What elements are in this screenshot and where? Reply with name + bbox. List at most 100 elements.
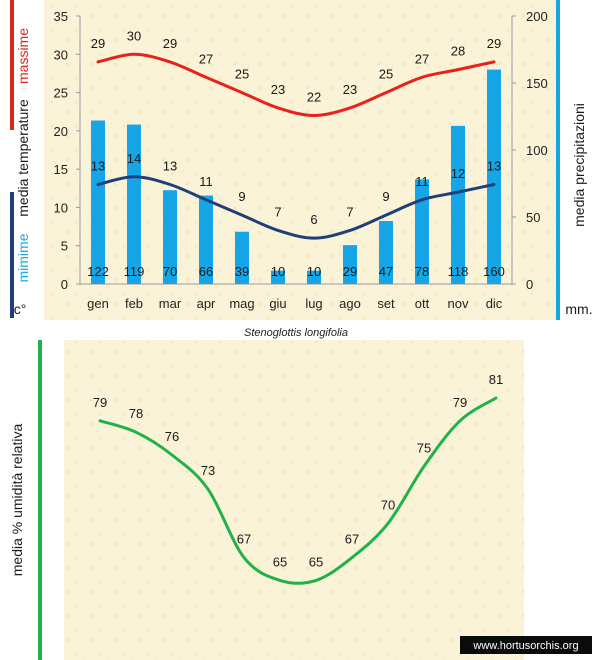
humidity-value-label: 75 xyxy=(417,440,431,455)
left-tick-label: 35 xyxy=(54,9,68,24)
temperature-unit: c° xyxy=(14,301,27,317)
humidity-label: media % umidità relativa xyxy=(9,424,25,577)
min-temp-value-label: 13 xyxy=(487,158,501,173)
temperature-lines xyxy=(96,52,496,240)
precipitation-value-label: 119 xyxy=(124,264,145,279)
x-tick-label: apr xyxy=(197,296,216,311)
min-temp-label: mimime xyxy=(15,233,31,282)
precipitation-bar xyxy=(307,270,321,284)
precipitation-value-label: 70 xyxy=(163,264,177,279)
precipitation-bar xyxy=(199,195,213,284)
max-temp-value-label: 29 xyxy=(91,36,105,51)
precipitation-value-label: 47 xyxy=(379,264,393,279)
precipitation-bar xyxy=(163,190,177,284)
precipitation-value-label: 160 xyxy=(483,264,505,279)
right-tick-label: 50 xyxy=(526,210,540,225)
min-temp-value-label: 9 xyxy=(382,189,389,204)
left-tick-label: 20 xyxy=(54,124,68,139)
min-temp-value-label: 6 xyxy=(310,212,317,227)
watermark-box xyxy=(460,636,592,654)
top-data-labels: 122 119 70 66 39 10 10 29 47 78 118 160293029272523… xyxy=(87,28,505,279)
x-tick-label: feb xyxy=(125,296,143,311)
max-temp-value-label: 23 xyxy=(271,82,285,97)
left-tick-label: 30 xyxy=(54,47,68,62)
right-tick-label: 0 xyxy=(526,277,533,292)
x-tick-label: mar xyxy=(159,296,182,311)
x-tick-label: nov xyxy=(448,296,469,311)
watermark: www.hortusorchis.org xyxy=(472,640,578,652)
x-tick-label: ago xyxy=(339,296,361,311)
left-tick-label: 15 xyxy=(54,162,68,177)
precipitation-bar xyxy=(415,179,429,284)
max-temp-value-label: 29 xyxy=(163,36,177,51)
max-temp-value-label: 23 xyxy=(343,82,357,97)
humidity-value-label: 67 xyxy=(345,532,359,547)
humidity-value-label: 79 xyxy=(93,395,107,410)
precipitation-value-label: 10 xyxy=(307,264,321,279)
max-temp-label: massime xyxy=(15,28,31,84)
precipitation-bar xyxy=(91,120,105,285)
humidity-data-labels: 79 78 76 73 67 65 65 67 70 75 79 81 xyxy=(93,372,503,569)
chart-title: Stenoglottis longifolia xyxy=(244,327,348,339)
humidity-value-label: 81 xyxy=(489,372,503,387)
precipitation-bars xyxy=(91,69,501,285)
min-temp-value-label: 11 xyxy=(199,174,213,189)
humidity-value-label: 65 xyxy=(273,554,287,569)
humidity-value-label: 67 xyxy=(237,532,251,547)
max-temp-value-label: 25 xyxy=(379,67,393,82)
humidity-series-line xyxy=(98,396,498,585)
precipitation-bar xyxy=(451,125,465,284)
min-temp-value-label: 13 xyxy=(163,158,177,173)
min-temp-value-label: 7 xyxy=(274,204,281,219)
x-tick-label: mag xyxy=(229,296,254,311)
x-tick-label: set xyxy=(377,296,395,311)
max-temp-line xyxy=(96,52,496,118)
temperature-label: media temperature xyxy=(15,99,31,217)
max-temp-value-label: 27 xyxy=(199,51,213,66)
humidity-value-label: 76 xyxy=(165,429,179,444)
x-tick-label: giu xyxy=(269,296,286,311)
max-temp-value-label: 30 xyxy=(127,28,141,43)
humidity-value-label: 79 xyxy=(453,395,467,410)
humidity-axis-bar xyxy=(38,340,42,660)
min-temp-value-label: 9 xyxy=(238,189,245,204)
min-temp-line xyxy=(96,175,496,240)
right-tick-label: 100 xyxy=(526,143,548,158)
left-tick-label: 0 xyxy=(61,277,68,292)
bottom-chart-background xyxy=(64,340,524,660)
precipitation-value-label: 39 xyxy=(235,264,249,279)
left-tick-label: 10 xyxy=(54,200,68,215)
right-tick-label: 200 xyxy=(526,9,548,24)
precipitation-value-label: 118 xyxy=(448,264,469,279)
precipitation-value-label: 66 xyxy=(199,264,213,279)
precipitation-value-label: 78 xyxy=(415,264,429,279)
precip-axis-bar xyxy=(556,0,560,320)
top-axes: 0 5 10 15 20 25 30 35 0 50 100 150 200 gen feb mar apr ma… xyxy=(54,9,548,311)
min-temp-value-label: 13 xyxy=(91,158,105,173)
precipitation-value-label: 122 xyxy=(87,264,109,279)
min-temp-axis-bar xyxy=(10,192,14,318)
precipitation-bar xyxy=(487,69,501,284)
min-temp-value-label: 12 xyxy=(451,166,465,181)
max-temp-axis-bar xyxy=(10,0,14,130)
precipitation-value-label: 29 xyxy=(343,264,357,279)
max-temp-value-label: 28 xyxy=(451,44,465,59)
min-temp-value-label: 14 xyxy=(127,151,141,166)
left-tick-label: 5 xyxy=(61,239,68,254)
precipitation-unit: mm. xyxy=(565,301,592,317)
min-temp-value-label: 7 xyxy=(346,204,353,219)
left-tick-label: 25 xyxy=(54,86,68,101)
precipitation-bar xyxy=(127,124,141,284)
precipitation-bar xyxy=(235,231,249,284)
precipitation-value-label: 10 xyxy=(271,264,285,279)
x-tick-label: ott xyxy=(415,296,430,311)
humidity-line xyxy=(98,396,498,585)
humidity-value-label: 70 xyxy=(381,497,395,512)
x-tick-label: gen xyxy=(87,296,109,311)
max-temp-value-label: 25 xyxy=(235,67,249,82)
humidity-value-label: 73 xyxy=(201,463,215,478)
x-tick-label: dic xyxy=(486,296,503,311)
x-tick-label: lug xyxy=(305,296,322,311)
